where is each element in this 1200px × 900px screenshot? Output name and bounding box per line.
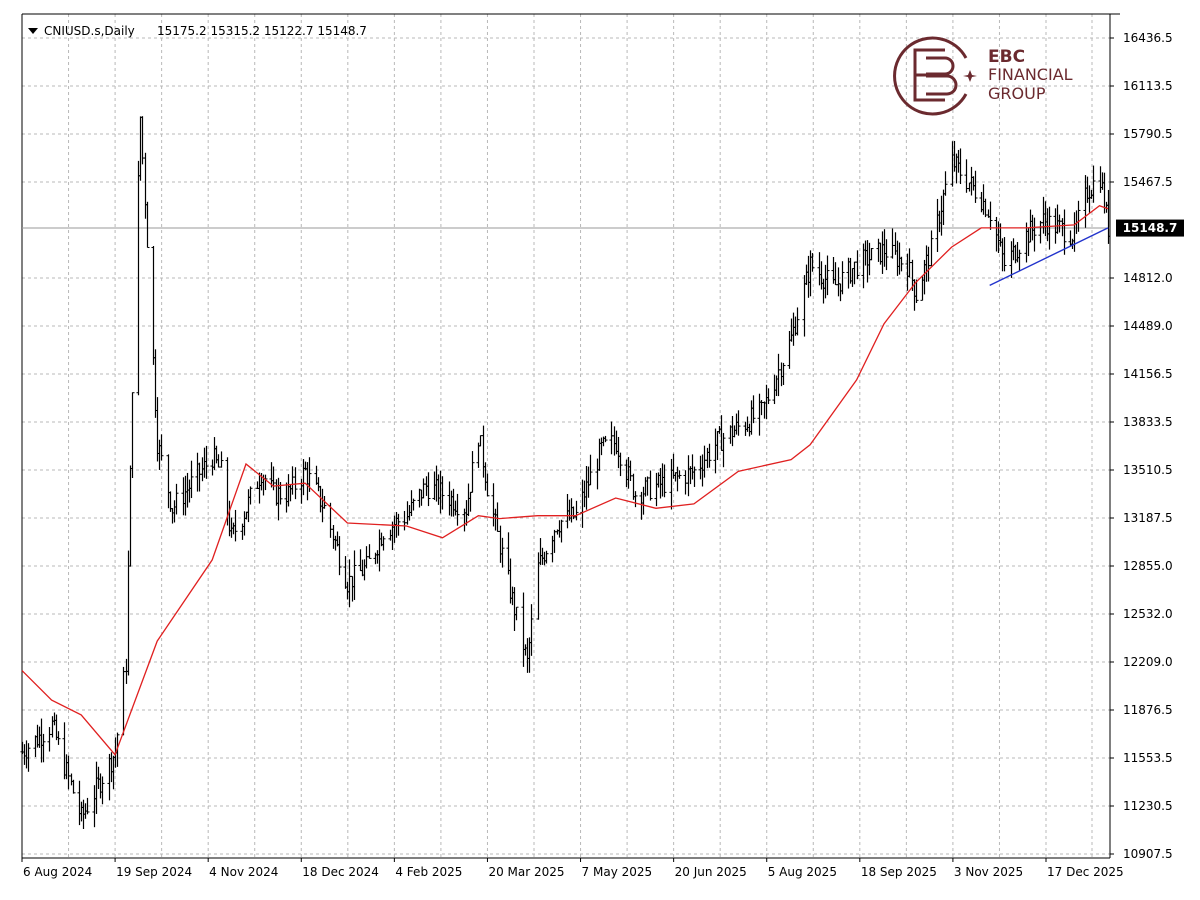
y-tick-label: 12209.0 — [1123, 655, 1173, 669]
last-price-tag: 15148.7 — [1116, 219, 1184, 237]
axes — [21, 13, 1120, 859]
y-tick-label: 13833.5 — [1123, 415, 1173, 429]
price-bars — [20, 116, 1111, 830]
time-axis-labels: 6 Aug 2024 19 Sep 2024 4 Nov 2024 18 Dec 20… — [21, 858, 1124, 879]
y-tick-label: 12855.0 — [1123, 559, 1173, 573]
x-tick-label: 4 Feb 2025 — [395, 865, 462, 879]
trendline — [989, 227, 1109, 287]
y-tick-label: 15467.5 — [1123, 175, 1173, 189]
ebc-logo: EBC FINANCIAL GROUP — [893, 36, 1073, 116]
last-price-tag-label: 15148.7 — [1123, 221, 1178, 235]
y-tick-label: 16436.5 — [1123, 31, 1173, 45]
price-axis-labels: 16436.5 16113.5 15790.5 15467.5 14812.0 14489… — [1110, 31, 1173, 861]
ohlc-label: 15175.2 15315.2 15122.7 15148.7 — [157, 24, 367, 38]
logo-text-group: GROUP — [988, 84, 1046, 103]
y-tick-label: 14156.5 — [1123, 367, 1173, 381]
x-tick-label: 7 May 2025 — [582, 865, 653, 879]
x-tick-label: 5 Aug 2025 — [768, 865, 837, 879]
x-tick-label: 18 Dec 2024 — [302, 865, 379, 879]
x-tick-label: 20 Jun 2025 — [675, 865, 747, 879]
y-tick-label: 12532.0 — [1123, 607, 1173, 621]
y-tick-label: 11230.5 — [1123, 799, 1173, 813]
logo-text-financial: FINANCIAL — [988, 65, 1073, 84]
y-tick-label: 14812.0 — [1123, 271, 1173, 285]
x-tick-label: 19 Sep 2024 — [116, 865, 192, 879]
y-tick-label: 13510.5 — [1123, 463, 1173, 477]
last-price-tag-bg — [1116, 219, 1184, 237]
ebc-logo-mark-icon — [893, 36, 977, 116]
logo-text-ebc: EBC — [988, 47, 1025, 67]
y-tick-label: 13187.5 — [1123, 511, 1173, 525]
x-tick-label: 4 Nov 2024 — [209, 865, 278, 879]
x-tick-label: 20 Mar 2025 — [488, 865, 564, 879]
chart-header: CNIUSD.s,Daily 15175.2 15315.2 15122.7 1… — [28, 24, 367, 38]
y-tick-label: 10907.5 — [1123, 847, 1173, 861]
x-tick-label: 17 Dec 2025 — [1047, 865, 1124, 879]
moving-average-line — [21, 204, 1109, 756]
y-tick-label: 11553.5 — [1123, 751, 1173, 765]
dropdown-triangle-icon[interactable] — [28, 28, 38, 34]
grid — [21, 14, 1110, 858]
x-tick-label: 6 Aug 2024 — [23, 865, 92, 879]
y-tick-label: 11876.5 — [1123, 703, 1173, 717]
y-tick-label: 16113.5 — [1123, 79, 1173, 93]
y-tick-label: 15790.5 — [1123, 127, 1173, 141]
symbol-label: CNIUSD.s,Daily — [44, 24, 135, 38]
x-tick-label: 18 Sep 2025 — [861, 865, 937, 879]
x-tick-label: 3 Nov 2025 — [954, 865, 1023, 879]
y-tick-label: 14489.0 — [1123, 319, 1173, 333]
